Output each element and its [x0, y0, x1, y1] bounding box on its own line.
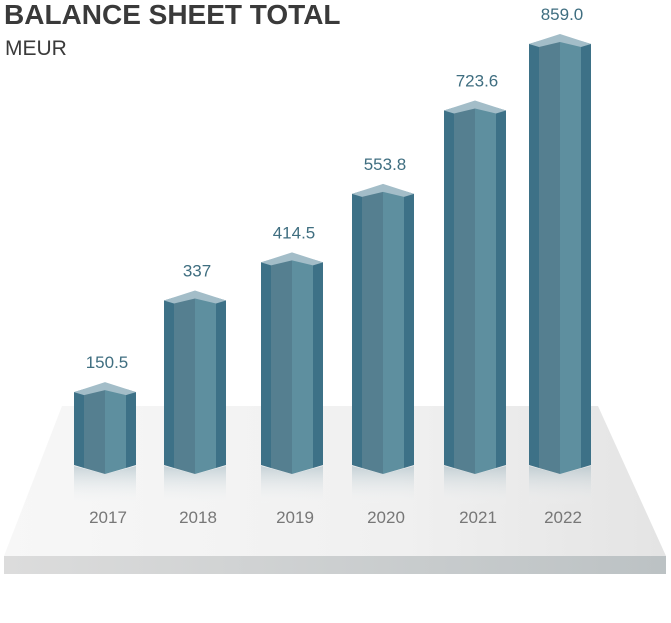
- bar-side-left: [529, 41, 539, 468]
- bar-face-right: [560, 38, 581, 474]
- bar-2019: [261, 252, 323, 506]
- value-label-2021: 723.6: [456, 72, 499, 91]
- bar-face-left: [84, 386, 105, 474]
- chart-subtitle: MEUR: [5, 37, 67, 60]
- bar-top: [74, 382, 136, 396]
- bar-top: [529, 34, 591, 47]
- bar-reflection: [164, 466, 226, 506]
- bar-side-right: [496, 107, 506, 468]
- bar-2021: [444, 100, 506, 506]
- chart-title: BALANCE SHEET TOTAL: [4, 0, 341, 30]
- bar-top: [261, 252, 323, 266]
- bar-reflection: [444, 466, 506, 506]
- value-label-2017: 150.5: [86, 353, 129, 372]
- bar-side-right: [404, 190, 414, 468]
- bar-face-right: [475, 104, 496, 474]
- bar-side-right: [216, 297, 226, 468]
- bar-side-left: [444, 107, 454, 468]
- bar-face-right: [383, 187, 404, 474]
- category-labels-group: 2017 2018 2019 2020 2021 2022: [89, 508, 582, 527]
- bar-face-left: [362, 187, 383, 474]
- bar-face-left: [271, 256, 292, 474]
- bar-top: [444, 100, 506, 114]
- bar-top: [352, 183, 414, 197]
- value-labels-group: 150.5 337 414.5 553.8 723.6 859.0: [86, 5, 584, 372]
- bars-group: [74, 34, 591, 506]
- bar-face-right: [195, 294, 216, 474]
- bar-side-right: [126, 389, 136, 468]
- bar-2017: [74, 382, 136, 506]
- bar-side-left: [261, 259, 271, 468]
- bar-2020: [352, 183, 414, 506]
- bar-face-left: [539, 38, 560, 474]
- bar-top: [164, 290, 226, 304]
- bar-side-left: [74, 389, 84, 468]
- bar-reflection: [529, 466, 591, 506]
- value-label-2020: 553.8: [364, 155, 407, 174]
- bar-side-right: [313, 259, 323, 468]
- value-label-2019: 414.5: [273, 223, 316, 242]
- bar-side-left: [164, 297, 174, 468]
- bar-2022: [529, 34, 591, 506]
- bar-face-right: [292, 256, 313, 474]
- category-label-2020: 2020: [367, 508, 405, 527]
- value-label-2018: 337: [183, 261, 211, 280]
- bar-side-right: [581, 41, 591, 468]
- bar-reflection: [261, 466, 323, 506]
- category-label-2019: 2019: [276, 508, 314, 527]
- category-label-2022: 2022: [544, 508, 582, 527]
- value-label-2022: 859.0: [541, 5, 584, 24]
- bar-face-right: [105, 386, 126, 474]
- bar-face-left: [174, 294, 195, 474]
- bar-face-left: [454, 104, 475, 474]
- category-label-2018: 2018: [179, 508, 217, 527]
- bar-side-left: [352, 190, 362, 468]
- category-label-2017: 2017: [89, 508, 127, 527]
- category-label-2021: 2021: [459, 508, 497, 527]
- bar-2018: [164, 290, 226, 506]
- bar-reflection: [74, 466, 136, 506]
- floor-edge: [4, 556, 666, 574]
- bar-reflection: [352, 466, 414, 506]
